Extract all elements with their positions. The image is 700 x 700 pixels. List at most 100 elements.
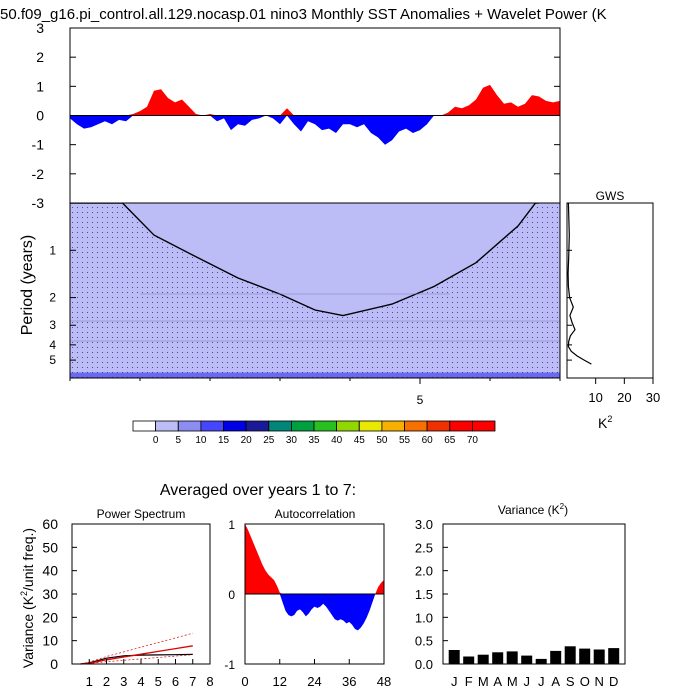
autocorrelation-xtick-label: 24	[307, 674, 321, 689]
power-spectrum-ytick-label: 50	[42, 539, 58, 555]
variance-bar	[463, 656, 475, 664]
colorbar-label: 70	[467, 435, 479, 446]
variance-bar	[608, 648, 620, 664]
power-spectrum-ytick-label: 60	[42, 516, 58, 532]
power-spectrum-ytick-label: 40	[42, 563, 58, 579]
colorbar-swatch	[155, 420, 179, 432]
colorbar-swatch	[132, 420, 157, 432]
power-spectrum-title: Power Spectrum	[97, 507, 186, 521]
variance-ytick-label: 3.0	[415, 517, 433, 532]
gws-curve	[567, 202, 592, 365]
variance-bar	[521, 655, 533, 664]
power-spectrum-ytick-label: 20	[42, 609, 58, 625]
power-spectrum-ytick-label: 10	[42, 633, 58, 649]
wavelet-ytick-label: 3	[49, 318, 56, 332]
colorbar-swatch	[245, 420, 270, 432]
variance-bar	[448, 650, 460, 664]
gws-panel: GWS 10 20 30 K2	[566, 189, 660, 431]
variance-bar	[593, 649, 605, 664]
power-spectrum-xtick-label: 6	[172, 674, 179, 689]
colorbar-swatch	[381, 420, 405, 432]
autocorrelation-negative-area	[245, 594, 384, 631]
colorbar-label: 10	[195, 435, 207, 446]
power-spectrum-ytick-label: 0	[50, 656, 58, 672]
anomaly-ytick-label: 0	[36, 108, 44, 124]
variance-ytick-label: 2.5	[415, 540, 433, 555]
variance-xtick-label: J	[524, 674, 531, 689]
variance-bar	[564, 646, 576, 664]
variance-xtick-label: M	[478, 674, 489, 689]
variance-xtick-label: A	[493, 674, 502, 689]
colorbar-swatch	[223, 420, 247, 432]
colorbar-label: 25	[263, 435, 275, 446]
autocorrelation-ytick-label: -1	[224, 658, 235, 672]
anomaly-negative-area	[70, 115, 560, 145]
variance-bar	[535, 658, 547, 664]
anomaly-ytick-label: 1	[36, 78, 44, 94]
power-spectrum-panel: Power Spectrum 1 2 3 4 5 6 7 8 0 10 20 30 40 50 60 Var…	[19, 507, 214, 689]
anomaly-ytick-label: -1	[32, 137, 45, 153]
variance-frame	[442, 523, 626, 665]
wavelet-ylabel: Period (years)	[19, 235, 36, 335]
autocorrelation-panel: Autocorrelation 0 12 24 36 48 1 0 -1	[224, 507, 391, 689]
figure-title: 50.f09_g16.pi_control.all.129.nocasp.01 …	[0, 6, 607, 23]
colorbar-label: 0	[153, 435, 159, 446]
variance-bar	[492, 652, 504, 664]
wavelet-ytick-label: 1	[49, 243, 56, 257]
variance-xtick-label: F	[465, 674, 473, 689]
colorbar-swatch	[336, 420, 360, 432]
colorbar-label: 35	[308, 435, 320, 446]
colorbar-label: 40	[331, 435, 343, 446]
colorbar-swatch	[449, 420, 473, 432]
variance-title: Variance (K2)	[498, 502, 568, 517]
wavelet-ytick-label: 2	[49, 291, 56, 305]
power-spectrum-xtick-label: 7	[189, 674, 196, 689]
gws-xtick-label: 10	[588, 390, 602, 405]
variance-ytick-label: 1.0	[415, 610, 433, 625]
gws-frame	[566, 202, 654, 379]
power-spectrum-ylabel: Variance (K2/unit freq.)	[19, 528, 36, 668]
colorbar-swatch	[268, 420, 292, 432]
power-spectrum-ytick-label: 30	[42, 586, 58, 602]
colorbar-label: 15	[218, 435, 230, 446]
power-spectrum-xtick-label: 3	[120, 674, 127, 689]
autocorrelation-title: Autocorrelation	[275, 507, 356, 521]
autocorrelation-ytick-label: 0	[228, 588, 235, 602]
anomaly-ytick-label: 2	[36, 49, 44, 65]
wavelet-ytick-label: 5	[49, 353, 56, 367]
power-spectrum-frame	[71, 523, 211, 665]
colorbar-label: 5	[175, 435, 181, 446]
variance-ytick-label: 0.0	[415, 657, 433, 672]
anomaly-ytick-label: -2	[32, 166, 45, 182]
power-spectrum-xtick-label: 8	[206, 674, 213, 689]
colorbar-swatch	[200, 420, 224, 432]
power-spectrum-xtick-label: 1	[86, 674, 93, 689]
colorbar-swatch	[404, 420, 428, 432]
cone-of-influence-line	[70, 203, 539, 317]
wavelet-xtick-label: 5	[417, 393, 424, 407]
gws-xlabel: K2	[598, 414, 612, 431]
colorbar-label: 30	[286, 435, 298, 446]
anomaly-ytick-label: 3	[36, 20, 44, 36]
variance-xtick-label: N	[595, 674, 604, 689]
variance-xtick-label: J	[451, 674, 458, 689]
colorbar-label: 55	[399, 435, 411, 446]
variance-bar	[550, 650, 562, 664]
gws-title: GWS	[596, 189, 625, 203]
anomaly-positive-area	[70, 84, 560, 116]
variance-bar	[579, 648, 591, 664]
variance-xtick-label: O	[580, 674, 590, 689]
colorbar-swatch	[358, 420, 383, 432]
wavelet-frame	[69, 202, 561, 379]
power-spectrum-series-red-noise	[80, 645, 193, 665]
colorbar-swatch	[426, 420, 451, 432]
variance-xtick-label: J	[538, 674, 545, 689]
variance-xtick-label: M	[507, 674, 518, 689]
variance-xtick-label: D	[609, 674, 618, 689]
gws-xtick-label: 30	[646, 390, 660, 405]
anomaly-panel: 3 2 1 0 -1 -2 -3	[32, 20, 561, 211]
anomaly-ytick-label: -3	[32, 195, 45, 211]
